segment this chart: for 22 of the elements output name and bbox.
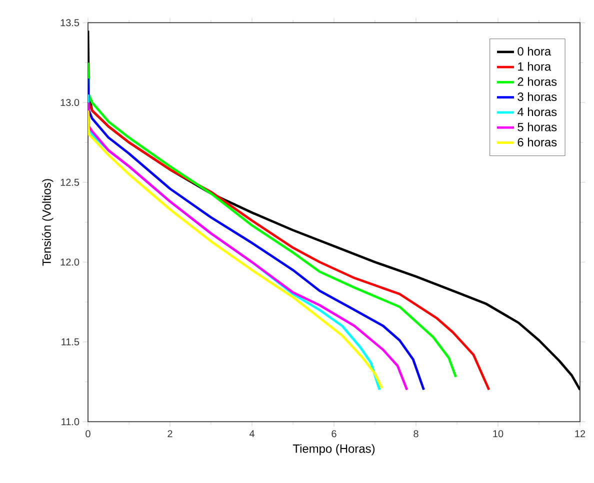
y-tick-label: 12.5 <box>60 178 80 186</box>
y-tick-label: 12.0 <box>60 258 80 266</box>
y-tick-label: 13.0 <box>60 98 80 106</box>
legend-label: 0 hora <box>518 46 552 56</box>
y-tick-label: 11.0 <box>62 418 80 426</box>
legend-label: 2 horas <box>518 77 557 86</box>
x-tick-label: 0 <box>86 430 90 438</box>
legend-label: 1 hora <box>518 62 552 71</box>
x-tick-label: 2 <box>168 430 172 438</box>
x-tick-label: 4 <box>249 430 254 438</box>
x-tick-label: 10 <box>493 430 504 438</box>
legend-label: 4 horas <box>517 107 557 116</box>
x-tick-label: 12 <box>575 430 586 438</box>
y-tick-label: 11.5 <box>62 338 80 346</box>
x-axis-title: Tiempo (Horas) <box>292 444 375 456</box>
y-axis-title: Tensión (Voltios) <box>42 179 54 266</box>
legend-label: 5 horas <box>518 122 557 132</box>
x-tick-label: 8 <box>414 430 418 438</box>
y-tick-label: 13.5 <box>60 19 80 26</box>
legend-label: 6 horas <box>518 138 557 146</box>
x-tick-label: 6 <box>332 430 336 438</box>
legend-label: 3 horas <box>518 92 557 102</box>
